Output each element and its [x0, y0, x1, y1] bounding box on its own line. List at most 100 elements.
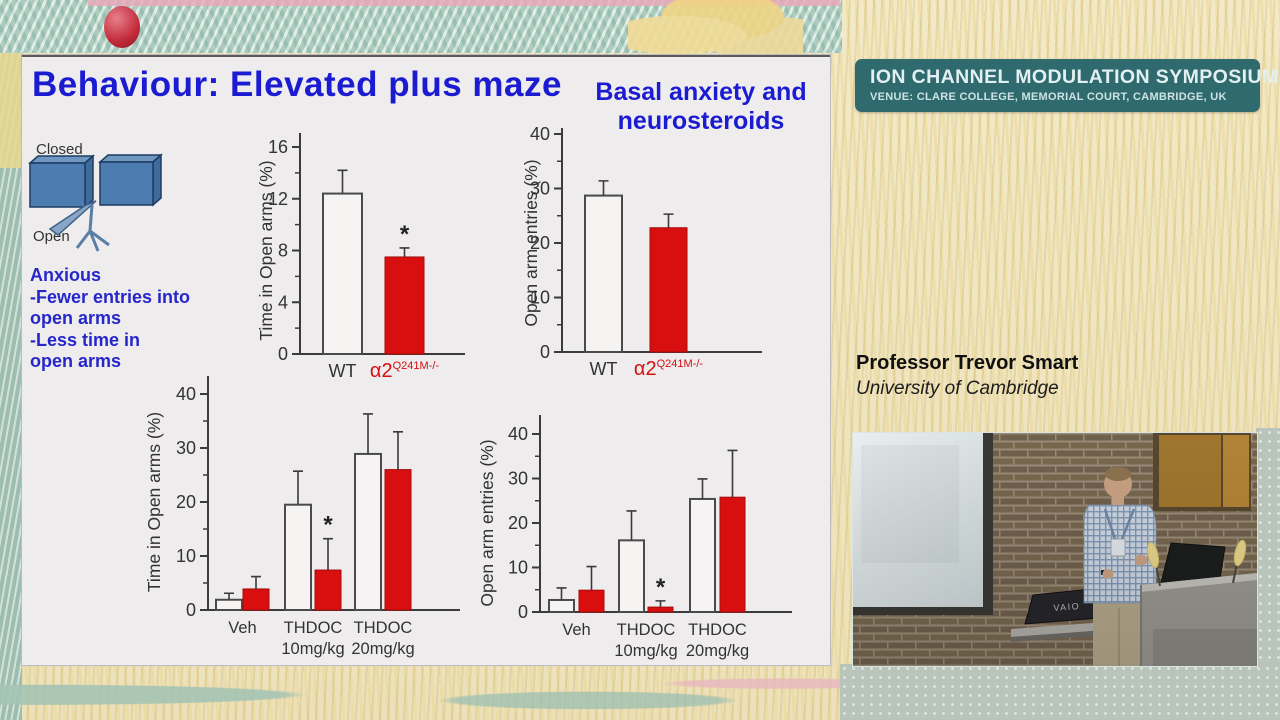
- y-tick-label: 40: [530, 124, 550, 144]
- error-bar: [399, 247, 410, 257]
- bar-white: [618, 539, 645, 613]
- background-yellow-left: [0, 53, 22, 168]
- y-tick-label: 40: [508, 424, 528, 444]
- symposium-title: ION CHANNEL MODULATION SYMPOSIUM: [870, 66, 1279, 88]
- bar-red: [384, 469, 412, 611]
- significance-star: *: [400, 221, 410, 248]
- maze-tripod: [75, 204, 110, 252]
- y-tick-label: 12: [268, 189, 288, 209]
- background-texture-left: [0, 53, 22, 720]
- y-tick-label: 20: [530, 233, 550, 253]
- error-bar: [663, 213, 674, 228]
- video-vignette: [853, 433, 1257, 666]
- y-axis-label: Open arm entries (%): [477, 439, 497, 606]
- speaker-affiliation: University of Cambridge: [856, 378, 1059, 399]
- x-group-label: 20mg/kg: [686, 642, 749, 660]
- error-bar: [251, 575, 261, 589]
- maze-right-box-side: [152, 153, 162, 207]
- slide-title: Behaviour: Elevated plus maze: [32, 65, 562, 104]
- maze-right-box-front: [99, 161, 154, 206]
- x-group-label: THDOC: [617, 621, 676, 639]
- x-group-label: 20mg/kg: [351, 640, 414, 658]
- flower-decoration: [628, 0, 803, 54]
- chart-svg-thdoc-entries: 0 10 20 30 40 Open arm entries (%) * Veh THDOC 10…: [477, 415, 792, 660]
- symposium-banner: ION CHANNEL MODULATION SYMPOSIUM VENUE: …: [855, 59, 1279, 112]
- maze-left-box-side: [84, 154, 94, 209]
- x-category-label: WT: [329, 361, 357, 381]
- background-texture-bottom-left: [0, 664, 840, 720]
- bar-red: [647, 606, 674, 613]
- bar-white: [548, 598, 575, 614]
- y-axis-label: Time in Open arms (%): [256, 160, 276, 340]
- chart-basal-time-in-open-arms: 0 4 8 12 16 Time in Open arms (%) * WT α2Q241M-/…: [202, 115, 482, 412]
- y-tick-label: 0: [278, 344, 288, 364]
- maze-left-box-front: [29, 162, 86, 208]
- bar-white: [689, 497, 716, 613]
- bar-white: [322, 192, 363, 355]
- berry-decoration: [104, 6, 140, 48]
- y-tick-label: 30: [176, 438, 196, 458]
- video-scene: VAIO: [853, 433, 1257, 666]
- error-bar: [556, 587, 567, 600]
- maze-closed-label: Closed: [36, 141, 83, 158]
- elevated-plus-maze-diagram: [28, 153, 163, 252]
- x-group-label: THDOC: [354, 619, 413, 637]
- bar-white: [215, 598, 243, 612]
- significance-star: *: [656, 574, 666, 601]
- axis: [539, 415, 792, 613]
- bar-white: [584, 194, 623, 353]
- bar-red: [649, 227, 688, 353]
- y-tick-label: 40: [176, 384, 196, 404]
- y-axis-label: Open arm entries (%): [521, 159, 541, 326]
- y-tick-label: 10: [508, 558, 528, 578]
- x-group-label: 10mg/kg: [614, 642, 677, 660]
- error-bar: [363, 413, 373, 454]
- maze-left-box-top: [28, 155, 95, 164]
- error-bar: [697, 478, 708, 499]
- bar-red: [719, 496, 746, 613]
- bar-red: [384, 256, 425, 355]
- y-tick-label: 0: [540, 342, 550, 362]
- slide-subtitle: Basal anxiety and neurosteroids: [595, 78, 807, 135]
- bar-white: [354, 452, 382, 611]
- error-bar: [323, 537, 333, 571]
- x-group-label: THDOC: [688, 621, 747, 639]
- maze-open-arm: [48, 200, 97, 236]
- y-tick-label: 30: [530, 179, 550, 199]
- y-tick-label: 0: [518, 602, 528, 622]
- y-tick-label: 10: [530, 288, 550, 308]
- chart-svg-thdoc-time: 0 10 20 30 40 Time in Open arms (%) * Veh THDOC 1…: [144, 376, 460, 658]
- error-bar: [224, 592, 234, 600]
- bar-red: [578, 589, 605, 613]
- bar-white: [284, 503, 312, 611]
- speaker-name: Professor Trevor Smart: [856, 352, 1079, 374]
- chart-thdoc-time-in-open-arms: 0 10 20 30 40 Time in Open arms (%) * Veh THDOC 1…: [142, 362, 492, 667]
- error-bar: [626, 510, 637, 541]
- error-bar: [293, 470, 303, 505]
- chart-basal-open-arm-entries: 0 10 20 30 40 Open arm entries (%) WT α2Q241M-/…: [482, 112, 782, 414]
- speaker-video-thumbnail: VAIO: [852, 432, 1258, 667]
- error-bar: [337, 169, 348, 194]
- anxiety-notes: Anxious -Fewer entries into open arms -L…: [30, 265, 191, 371]
- y-tick-label: 8: [278, 241, 288, 261]
- bar-red: [242, 588, 270, 611]
- y-axis-label: Time in Open arms (%): [144, 412, 164, 592]
- error-bar: [393, 431, 403, 470]
- error-bar: [598, 180, 609, 196]
- x-category-label: WT: [590, 359, 618, 379]
- background-pink-strip: [88, 0, 840, 6]
- y-tick-label: 20: [508, 513, 528, 533]
- x-group-label: Veh: [562, 621, 590, 639]
- error-bar: [586, 565, 597, 591]
- speaker-info: Professor Trevor Smart University of Cam…: [856, 352, 1078, 400]
- error-bar: [727, 449, 738, 498]
- maze-right-box-top: [98, 154, 163, 163]
- y-tick-label: 20: [176, 492, 196, 512]
- y-tick-label: 16: [268, 137, 288, 157]
- bar-red: [314, 569, 342, 611]
- x-group-label: 10mg/kg: [281, 640, 344, 658]
- chart-thdoc-open-arm-entries: 0 10 20 30 40 Open arm entries (%) * Veh THDOC 10…: [452, 377, 814, 667]
